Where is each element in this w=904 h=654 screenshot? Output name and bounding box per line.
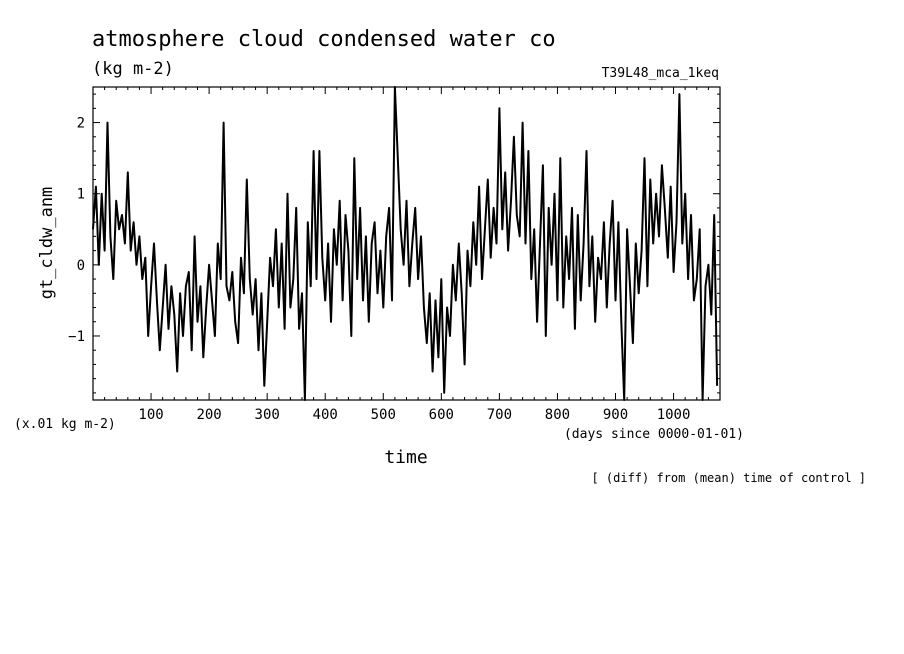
x-tick-label: 800 [545, 407, 570, 423]
y-axis-tick-labels: −1 0 1 2 [68, 116, 85, 345]
y-tick-label: 0 [77, 258, 85, 274]
axis-ticks [93, 87, 720, 400]
data-series [92, 86, 719, 401]
y-axis-label: gt_cldw_anm [37, 187, 57, 300]
series-line [92, 86, 719, 401]
run-label: T39L48_mca_1keq [602, 66, 719, 81]
x-tick-label: 400 [313, 407, 338, 423]
x-tick-label: 200 [196, 407, 221, 423]
plot-area: 100 200 300 400 500 600 700 800 900 1000 −1 0 1 2 [68, 86, 721, 423]
y-tick-label: −1 [68, 329, 85, 345]
x-tick-label: 700 [487, 407, 512, 423]
x-axis-tick-labels: 100 200 300 400 500 600 700 800 900 1000 [138, 407, 690, 423]
y-tick-label: 1 [77, 187, 85, 203]
footnote: [ (diff) from (mean) time of control ] [591, 471, 866, 485]
x-tick-label: 900 [603, 407, 628, 423]
x-tick-label: 1000 [657, 407, 691, 423]
x-tick-label: 100 [138, 407, 163, 423]
x-tick-label: 500 [371, 407, 396, 423]
x-axis-label: time [384, 447, 427, 468]
chart-title: atmosphere cloud condensed water co [92, 27, 556, 52]
y-tick-label: 2 [77, 116, 85, 132]
units-label: (kg m-2) [92, 59, 174, 79]
y-scale-label: (x.01 kg m-2) [14, 417, 116, 432]
x-tick-label: 300 [255, 407, 280, 423]
x-tick-label: 600 [429, 407, 454, 423]
x-unit-label: (days since 0000-01-01) [564, 427, 744, 442]
